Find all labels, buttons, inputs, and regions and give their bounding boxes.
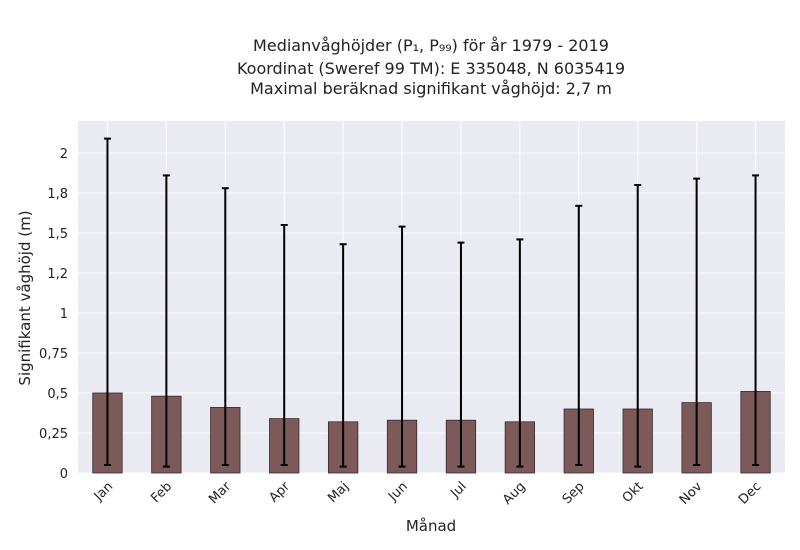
plot-area (78, 121, 785, 473)
y-tick-label: 1,2 (47, 267, 68, 282)
y-tick-label: 0 (60, 467, 68, 482)
x-tick-label: Feb (148, 479, 175, 506)
y-axis-label: Signifikant våghöjd (m) (16, 210, 34, 385)
error-bar (516, 238, 524, 468)
error-bar (162, 174, 170, 468)
x-tick-label: Apr (267, 479, 294, 506)
x-tick-label: Aug (500, 479, 529, 508)
y-axis-ticks: 0 0,25 0,5 0,75 1 1,2 1,5 1,8 2 (39, 147, 68, 482)
error-bar (634, 184, 642, 468)
x-tick-label: Maj (325, 479, 352, 506)
error-bar (575, 204, 583, 466)
error-bar (693, 177, 701, 466)
chart-title: Medianvåghöjder (P₁, P₉₉) för år 1979 - … (237, 36, 625, 98)
x-tick-label: Sep (560, 479, 588, 507)
x-axis-label: Månad (406, 517, 456, 535)
y-tick-label: 1 (60, 307, 68, 322)
error-bar (457, 241, 465, 468)
title-line-3: Maximal beräknad signifikant våghöjd: 2,… (250, 79, 612, 98)
error-bar (339, 243, 347, 468)
x-tick-label: Dec (736, 479, 764, 507)
y-tick-label: 0,75 (39, 347, 68, 362)
x-axis-ticks: Jan Feb Mar Apr Maj Jun Jul Aug Sep Okt Nov Dec (91, 479, 765, 508)
error-bars (103, 137, 760, 468)
y-tick-label: 0,25 (39, 427, 68, 442)
x-tick-label: Jan (91, 479, 116, 504)
x-tick-label: Okt (620, 479, 647, 506)
title-line-1: Medianvåghöjder (P₁, P₉₉) för år 1979 - … (253, 36, 609, 55)
error-bar (752, 174, 760, 466)
error-bar (221, 187, 229, 466)
x-tick-label: Jun (385, 479, 411, 505)
y-tick-label: 2 (60, 147, 68, 162)
error-bar (280, 224, 288, 466)
title-line-2: Koordinat (Sweref 99 TM): E 335048, N 60… (237, 59, 625, 78)
x-tick-label: Jul (447, 479, 469, 501)
x-tick-label: Nov (677, 479, 706, 508)
y-tick-label: 0,5 (47, 387, 68, 402)
y-tick-label: 1,8 (47, 187, 68, 202)
error-bar (103, 137, 111, 466)
error-bar (398, 225, 406, 468)
y-tick-label: 1,5 (47, 227, 68, 242)
x-tick-label: Mar (206, 479, 234, 507)
